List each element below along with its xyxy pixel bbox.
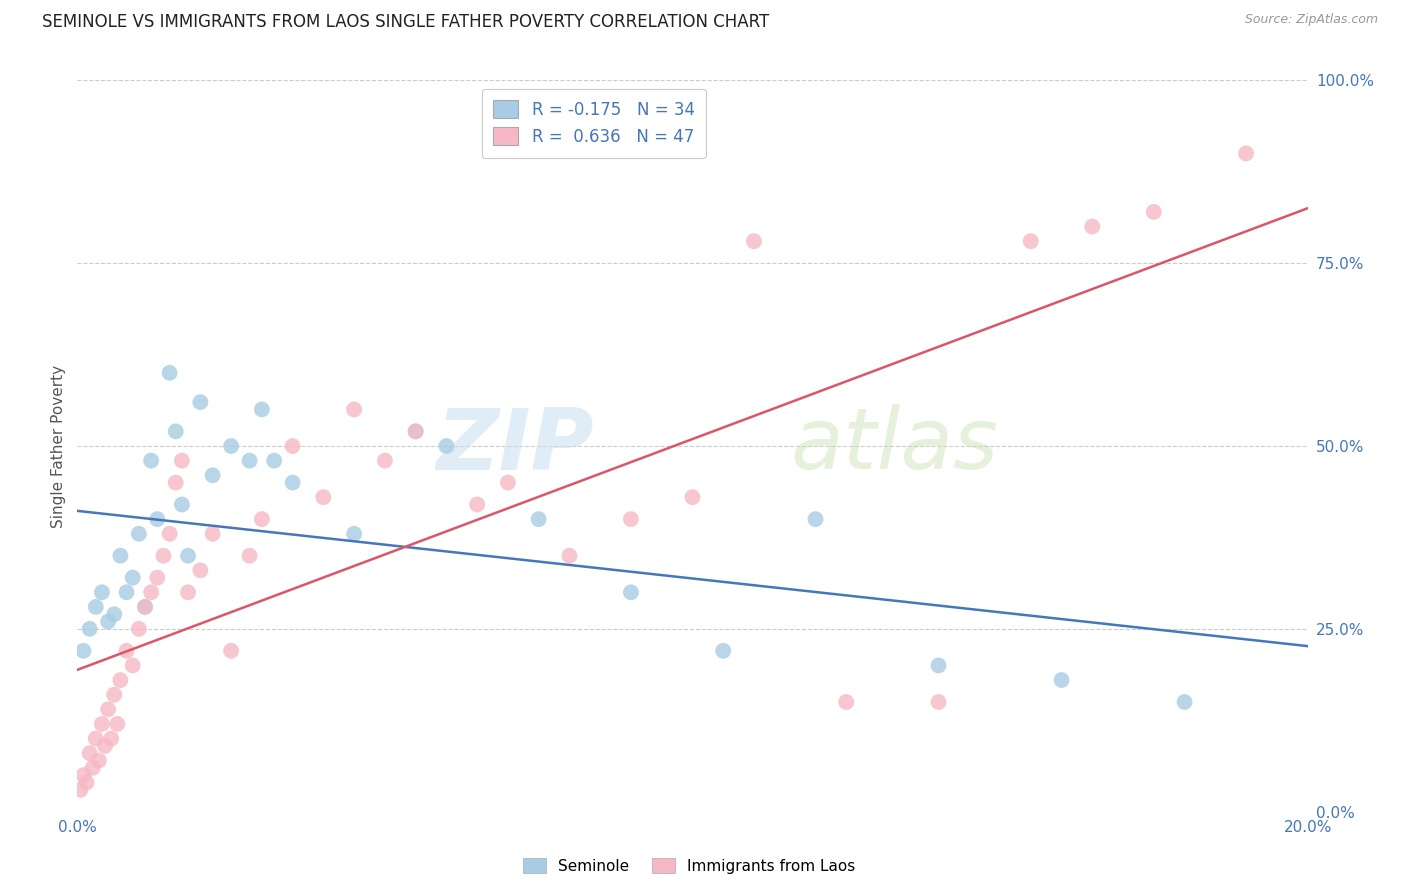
Point xyxy=(620,585,643,599)
Point xyxy=(711,644,734,658)
Point xyxy=(558,549,581,563)
Point xyxy=(1050,673,1073,687)
Point xyxy=(103,607,125,622)
Point xyxy=(527,512,550,526)
Point xyxy=(1081,219,1104,234)
Point xyxy=(374,453,396,467)
Point xyxy=(82,761,104,775)
Point xyxy=(263,453,285,467)
Point xyxy=(928,695,950,709)
Point xyxy=(239,549,262,563)
Point xyxy=(141,585,163,599)
Point xyxy=(90,585,114,599)
Point xyxy=(79,746,101,760)
Point xyxy=(128,526,150,541)
Point xyxy=(343,526,366,541)
Point xyxy=(84,599,107,614)
Point xyxy=(134,599,156,614)
Text: Source: ZipAtlas.com: Source: ZipAtlas.com xyxy=(1244,13,1378,27)
Point xyxy=(110,549,132,563)
Point xyxy=(177,585,200,599)
Legend: Seminole, Immigrants from Laos: Seminole, Immigrants from Laos xyxy=(516,852,862,880)
Point xyxy=(1019,234,1042,248)
Text: ZIP: ZIP xyxy=(436,404,595,488)
Point xyxy=(134,599,156,614)
Point xyxy=(239,453,262,467)
Point xyxy=(105,717,128,731)
Point xyxy=(436,439,458,453)
Point xyxy=(620,512,643,526)
Point xyxy=(201,468,224,483)
Point xyxy=(94,739,117,753)
Point xyxy=(312,490,335,504)
Point xyxy=(928,658,950,673)
Legend: R = -0.175   N = 34, R =  0.636   N = 47: R = -0.175 N = 34, R = 0.636 N = 47 xyxy=(482,88,706,158)
Point xyxy=(250,512,273,526)
Point xyxy=(188,395,212,409)
Point xyxy=(76,775,98,789)
Text: SEMINOLE VS IMMIGRANTS FROM LAOS SINGLE FATHER POVERTY CORRELATION CHART: SEMINOLE VS IMMIGRANTS FROM LAOS SINGLE … xyxy=(42,13,769,31)
Text: atlas: atlas xyxy=(792,404,998,488)
Point xyxy=(159,366,181,380)
Point xyxy=(115,644,138,658)
Point xyxy=(170,453,193,467)
Point xyxy=(250,402,273,417)
Point xyxy=(1234,146,1257,161)
Point xyxy=(219,439,242,453)
Point xyxy=(97,615,120,629)
Point xyxy=(97,702,120,716)
Point xyxy=(496,475,519,490)
Point xyxy=(165,425,187,439)
Point xyxy=(682,490,704,504)
Point xyxy=(835,695,858,709)
Point xyxy=(281,439,304,453)
Point xyxy=(201,526,224,541)
Point xyxy=(146,571,169,585)
Point xyxy=(465,498,488,512)
Y-axis label: Single Father Poverty: Single Father Poverty xyxy=(51,365,66,527)
Point xyxy=(188,563,212,577)
Point xyxy=(100,731,122,746)
Point xyxy=(405,425,427,439)
Point xyxy=(87,754,110,768)
Point xyxy=(159,526,181,541)
Point xyxy=(804,512,827,526)
Point xyxy=(1143,205,1166,219)
Point xyxy=(281,475,304,490)
Point xyxy=(69,782,91,797)
Point xyxy=(165,475,187,490)
Point xyxy=(141,453,163,467)
Point xyxy=(72,644,94,658)
Point xyxy=(115,585,138,599)
Point xyxy=(103,688,125,702)
Point xyxy=(146,512,169,526)
Point xyxy=(121,571,143,585)
Point xyxy=(128,622,150,636)
Point xyxy=(170,498,193,512)
Point xyxy=(121,658,143,673)
Point xyxy=(742,234,765,248)
Point xyxy=(219,644,242,658)
Point xyxy=(72,768,94,782)
Point xyxy=(79,622,101,636)
Point xyxy=(90,717,114,731)
Point xyxy=(110,673,132,687)
Point xyxy=(405,425,427,439)
Point xyxy=(84,731,107,746)
Point xyxy=(177,549,200,563)
Point xyxy=(1174,695,1197,709)
Point xyxy=(152,549,174,563)
Point xyxy=(343,402,366,417)
